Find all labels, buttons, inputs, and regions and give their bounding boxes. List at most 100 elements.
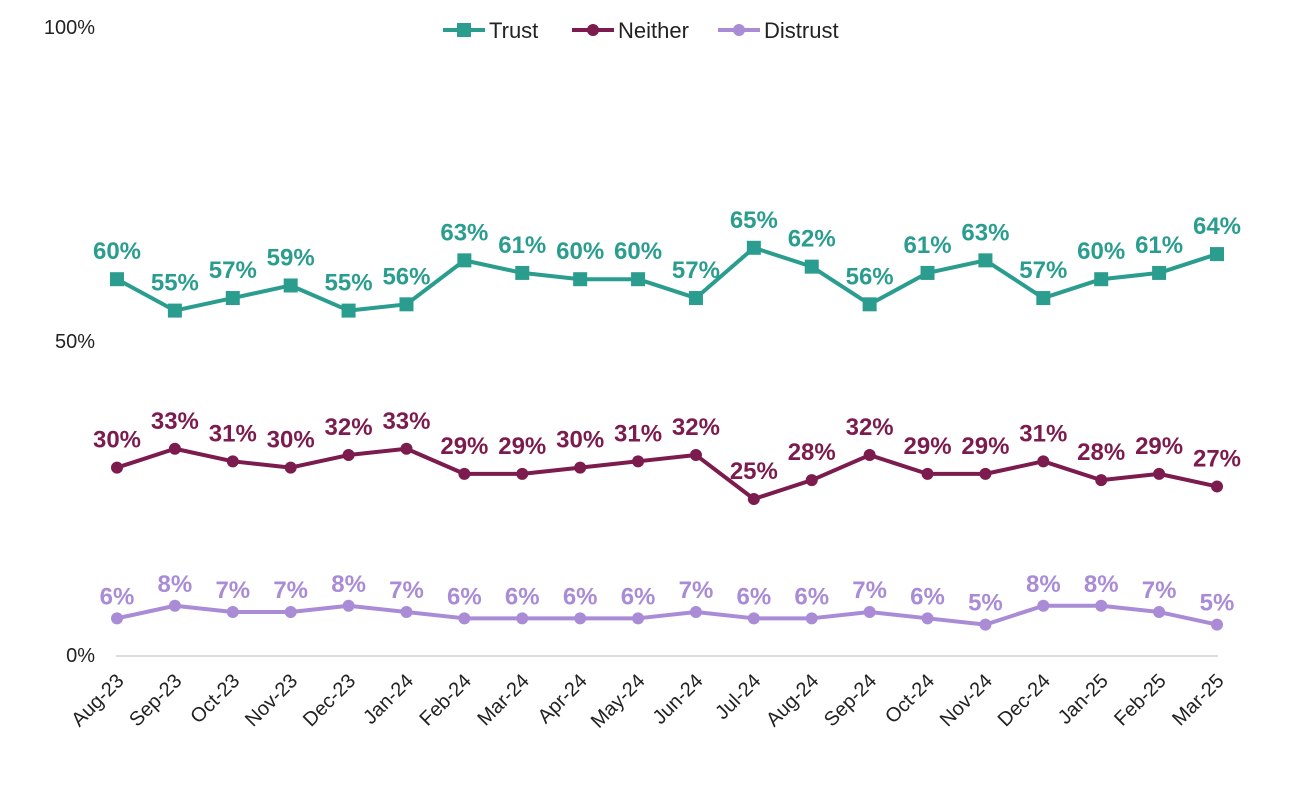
- x-tick-label: Aug-23: [67, 670, 128, 731]
- data-point: [1211, 618, 1223, 631]
- legend: Trust Neither Distrust: [443, 18, 839, 43]
- data-label: 29%: [904, 433, 952, 460]
- data-point: [168, 442, 181, 455]
- data-point: [862, 297, 877, 312]
- data-point: [168, 599, 181, 612]
- data-label: 7%: [852, 577, 887, 604]
- x-tick-label: Nov-23: [241, 670, 302, 731]
- data-point: [1153, 467, 1166, 480]
- data-label: 27%: [1193, 445, 1241, 472]
- data-label: 28%: [1077, 439, 1125, 466]
- data-label: 60%: [1077, 238, 1125, 265]
- data-label: 31%: [1019, 420, 1067, 447]
- data-point: [978, 253, 993, 268]
- data-point: [1211, 480, 1223, 493]
- data-point: [111, 612, 123, 625]
- data-point: [225, 291, 240, 306]
- x-tick-label: Mar-25: [1168, 670, 1228, 730]
- data-point: [1036, 291, 1051, 306]
- y-axis: 0% 50% 100%: [44, 17, 95, 667]
- data-label: 6%: [736, 583, 771, 610]
- legend-label: Neither: [618, 18, 689, 43]
- data-point: [747, 612, 760, 625]
- data-label: 33%: [382, 408, 430, 435]
- data-point: [979, 467, 992, 480]
- y-tick-label: 100%: [44, 17, 95, 39]
- x-tick-label: Feb-25: [1110, 670, 1170, 730]
- data-label: 56%: [846, 263, 894, 290]
- data-label: 63%: [961, 219, 1009, 246]
- series-line-neither: [116, 446, 1218, 501]
- x-tick-label: May-24: [587, 670, 650, 733]
- data-label: 30%: [556, 427, 604, 454]
- data-label: 57%: [209, 257, 257, 284]
- x-tick-label: Oct-23: [186, 670, 244, 728]
- data-point: [1210, 247, 1224, 262]
- x-tick-label: Feb-24: [416, 670, 476, 730]
- data-point: [111, 461, 123, 474]
- data-point: [574, 461, 587, 474]
- data-label: 5%: [968, 590, 1003, 617]
- data-label: 8%: [331, 571, 366, 598]
- data-point: [515, 265, 530, 280]
- data-label: 55%: [151, 270, 199, 297]
- y-tick-label: 0%: [66, 645, 95, 667]
- data-label: 31%: [209, 420, 257, 447]
- data-point: [1152, 265, 1167, 280]
- data-point: [1037, 599, 1050, 612]
- legend-label: Trust: [489, 18, 538, 43]
- data-point: [747, 493, 760, 505]
- data-label: 6%: [505, 583, 540, 610]
- data-point: [284, 461, 297, 474]
- data-point: [632, 455, 645, 468]
- data-point: [863, 449, 876, 462]
- data-point: [167, 303, 182, 318]
- data-label: 33%: [151, 408, 199, 435]
- data-point: [1095, 599, 1108, 612]
- x-tick-label: Sep-24: [820, 670, 881, 731]
- data-point: [631, 272, 646, 287]
- data-point: [458, 467, 471, 480]
- series-neither: 30% 33% 31% 30% 32% 33% 29% 29% 30% 31% 32% 25% 28% 3…: [93, 408, 1241, 505]
- data-label: 30%: [267, 427, 315, 454]
- data-point: [110, 272, 124, 287]
- data-point: [921, 612, 934, 625]
- data-label: 7%: [1142, 577, 1177, 604]
- data-point: [689, 606, 702, 619]
- data-label: 6%: [100, 583, 135, 610]
- legend-item-distrust: Distrust: [718, 18, 839, 43]
- x-tick-label: Oct-24: [881, 670, 939, 728]
- data-label: 29%: [961, 433, 1009, 460]
- data-point: [342, 599, 355, 612]
- x-tick-label: Jun-24: [649, 670, 708, 729]
- data-label: 60%: [93, 238, 141, 265]
- legend-item-trust: Trust: [443, 18, 538, 43]
- data-point: [1094, 272, 1109, 287]
- data-label: 7%: [215, 577, 250, 604]
- data-point: [400, 442, 413, 455]
- data-label: 60%: [556, 238, 604, 265]
- data-point: [573, 272, 588, 287]
- data-point: [457, 253, 472, 268]
- x-tick-label: Nov-24: [936, 670, 997, 731]
- data-point: [226, 455, 239, 468]
- data-label: 6%: [621, 583, 656, 610]
- data-point: [226, 606, 239, 619]
- data-point: [632, 612, 645, 625]
- data-label: 29%: [440, 433, 488, 460]
- data-point: [863, 606, 876, 619]
- data-point: [1095, 474, 1108, 487]
- legend-label: Distrust: [764, 18, 839, 43]
- data-point: [804, 259, 819, 274]
- data-point: [979, 618, 992, 631]
- data-label: 25%: [730, 458, 778, 485]
- data-label: 32%: [846, 414, 894, 441]
- data-label: 6%: [447, 583, 482, 610]
- x-tick-label: Sep-23: [125, 670, 186, 731]
- data-label: 62%: [788, 226, 836, 253]
- data-label: 61%: [498, 232, 546, 259]
- x-tick-label: Dec-23: [299, 670, 360, 731]
- data-point: [1037, 455, 1050, 468]
- data-point: [516, 467, 529, 480]
- data-point: [400, 606, 413, 619]
